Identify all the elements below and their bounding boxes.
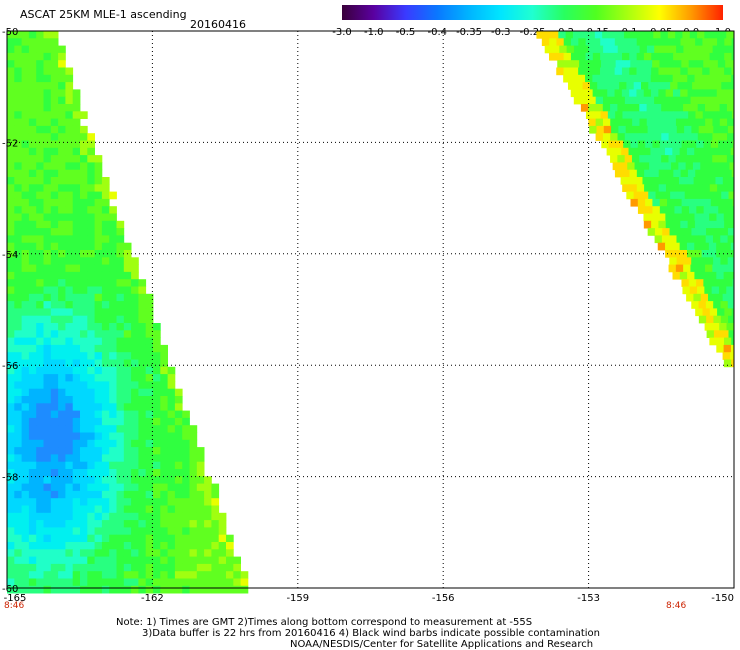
x-tick-label: -150 [711, 593, 734, 604]
x-tick-label: -156 [432, 593, 455, 604]
map-date: 20160416 [190, 18, 246, 31]
y-tick-label: -54 [2, 250, 18, 261]
time-label-right: 8:46 [666, 601, 687, 611]
x-tick-label: -159 [286, 593, 309, 604]
colorbar-label: -3.0 [332, 27, 352, 38]
colorbar-label: -0.5 [396, 27, 416, 38]
colorbar [342, 5, 723, 20]
y-tick-label: -58 [2, 473, 18, 484]
swath-left [7, 31, 249, 594]
colorbar-label: -0.25 [520, 27, 546, 38]
note-line-1: Note: 1) Times are GMT 2)Times along bot… [116, 617, 533, 628]
colorbar-gradient [342, 5, 723, 20]
colorbar-label: -0.35 [456, 27, 482, 38]
x-tick-label: -162 [141, 593, 164, 604]
plot-frame [6, 30, 735, 589]
time-label-left: 8:46 [4, 601, 25, 611]
y-tick-label: -50 [2, 27, 18, 38]
x-tick-label: -153 [577, 593, 600, 604]
y-tick-label: -60 [2, 584, 18, 595]
grid-lines [7, 31, 734, 588]
colorbar-label: -1.0 [364, 27, 384, 38]
map-title: ASCAT 25KM MLE-1 ascending [20, 8, 187, 21]
y-tick-label: -52 [2, 138, 18, 149]
colorbar-label: -0.4 [427, 27, 447, 38]
note-line-2: 3)Data buffer is 22 hrs from 20160416 4)… [142, 628, 600, 639]
y-tick-label: -56 [2, 361, 18, 372]
colorbar-label: -0.3 [491, 27, 511, 38]
axis-ticks: -165 -162 -159 -156 -153 -150 -50 -52 -54 -56 -58 -… [2, 27, 734, 604]
x-tick-label: -165 [4, 593, 27, 604]
note-line-3: NOAA/NESDIS/Center for Satellite Applica… [290, 639, 594, 650]
swath-right [536, 31, 735, 368]
